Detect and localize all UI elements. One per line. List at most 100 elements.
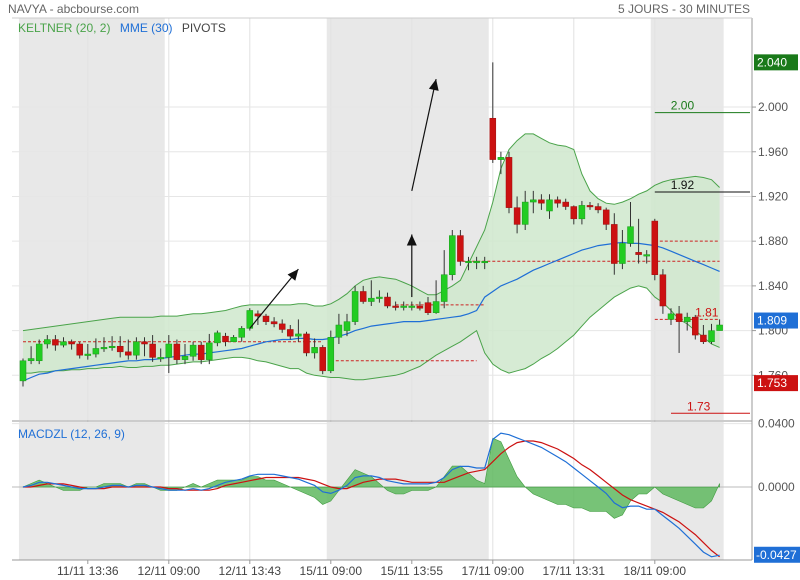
candle [449,230,456,281]
macd-min-tag-bg [754,546,800,563]
candle-down [76,343,83,356]
candle [303,331,310,357]
candle-down [222,335,229,343]
price-tag-label: 1.753 [757,376,787,390]
candle-up [408,305,416,308]
candle [368,280,375,306]
candle-up [206,342,213,360]
price-panel: 2.00 1.92 1.73 1.81 [12,18,752,560]
candle [400,301,407,311]
candle-down [359,291,367,302]
candle-up [351,291,359,322]
candle-up [230,337,237,343]
candle-up [343,321,351,331]
macd-line [22,432,720,558]
x-tick-label: 18/11 09:00 [624,564,687,578]
candle-up [27,358,35,362]
price-tag-bg [754,375,798,392]
keltner-upper-line [22,133,720,332]
candle-down [692,316,699,336]
candle [659,269,667,314]
candle [651,218,659,281]
level-label: 1.92 [671,178,695,192]
candle [497,151,505,175]
candle [505,151,513,214]
level-label: 1.73 [687,399,711,413]
candle-up [35,343,43,362]
candle [165,335,173,374]
candle [440,250,448,309]
candle-down [270,321,278,325]
legend-macd: MACDZL (12, 26, 9) [18,427,125,441]
candle-down [116,345,124,353]
candle [189,341,197,361]
trend-arrow-head [428,79,439,91]
macd-panel [12,422,752,560]
candle [408,301,416,311]
candle [457,230,464,266]
candle [481,256,488,270]
candle-up [295,333,302,337]
candle [619,230,626,270]
candle-down [570,206,578,220]
candle-up [157,357,164,360]
candle [149,335,156,362]
candle [108,336,116,351]
candle [465,256,472,271]
legend-pivots: PIVOTS [181,21,226,35]
candle-up [708,330,715,343]
candle [76,341,83,359]
candle [359,285,367,304]
candle-up [376,296,383,299]
trend-arrow-head [406,234,417,246]
mme-line [22,241,720,382]
candle-up [100,347,108,350]
candle [351,285,359,325]
level-label: 2.00 [671,99,695,113]
candle [92,338,100,358]
x-tick-label: 15/11 09:00 [300,564,363,578]
candle [546,194,553,219]
candle [384,292,391,309]
candle-down [489,117,497,160]
candle-down [52,339,59,346]
candle-up [19,360,27,382]
candle-up [530,199,537,203]
candle [311,338,318,359]
y-tick-label: 2.000 [758,100,788,114]
candle [173,339,181,365]
legend-mme: MME (30) [119,21,173,35]
candle [692,314,699,340]
candle [27,346,35,365]
candle-up [546,199,553,212]
candle [197,341,205,365]
candle-up [60,341,67,346]
candle-down [173,343,181,360]
candle-up [84,353,92,356]
candle-down [416,305,424,309]
candle [60,337,67,348]
price-tag-bg [754,312,798,329]
candle [432,280,440,314]
candle-up [578,205,586,220]
candle [700,325,707,344]
candle [141,337,148,357]
y-tick-label: 1.920 [758,189,788,203]
candle-up [400,305,407,308]
candle-down [392,305,399,308]
candle-up [214,332,221,344]
session-shade-macd [18,422,165,560]
candle [157,348,164,362]
price-tag-label: 2.040 [757,55,787,69]
candle-down [141,341,148,345]
candle [611,213,618,275]
price-tag-last: 1.809 [754,312,798,329]
candle [295,319,302,342]
candle-up [335,324,343,338]
candle [586,202,594,210]
candle-down [457,235,464,262]
candle-up [108,345,116,348]
candle [627,202,634,247]
candle [125,339,132,360]
candle [206,333,213,365]
